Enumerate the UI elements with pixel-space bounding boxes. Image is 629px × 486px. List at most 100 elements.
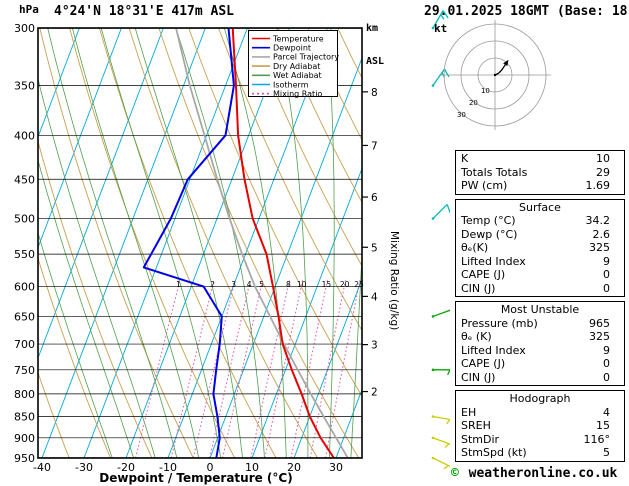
svg-text:450: 450 (14, 173, 35, 186)
svg-text:2: 2 (210, 280, 215, 289)
parcel-trajectory-curve (175, 28, 349, 458)
stat-row: Lifted Index 9 (456, 255, 624, 269)
stats-table-title: Most Unstable (500, 303, 580, 316)
stat-value: 5 (603, 446, 610, 459)
stat-row: CIN (J) 0 (456, 371, 624, 385)
svg-text:5: 5 (259, 280, 264, 289)
stat-value: 2.6 (592, 227, 611, 241)
stat-value: 965 (589, 316, 610, 330)
svg-text:10: 10 (245, 461, 259, 474)
stat-row: θₑ (K) 325 (456, 330, 624, 344)
svg-text:900: 900 (14, 432, 35, 445)
svg-text:15: 15 (322, 280, 332, 289)
svg-text:650: 650 (14, 310, 35, 323)
stat-row: K 10 (456, 152, 624, 166)
run-datetime: 29.01.2025 18GMT (Base: 18) (424, 4, 629, 19)
svg-text:-40: -40 (33, 461, 51, 474)
stat-label: Dewp (°C) (461, 227, 518, 241)
stat-row: CAPE (J) 0 (456, 357, 624, 371)
stat-row: CAPE (J) 0 (456, 268, 624, 282)
hodograph-unit-label: kt (434, 22, 448, 35)
stat-value: 0 (603, 268, 610, 281)
stats-table-title: Surface (519, 200, 561, 214)
stat-row: Dewp (°C) 2.6 (456, 228, 624, 242)
svg-text:3: 3 (231, 280, 236, 289)
svg-text:-20: -20 (117, 461, 135, 474)
stat-label: θₑ (K) (461, 330, 492, 343)
stat-row: SREH 15 (456, 419, 624, 433)
altitude-unit-asl: ASL (366, 56, 385, 67)
stats-table-most-unstable: Most Unstable Pressure (mb) 965 θₑ (K) 325 Li… (455, 301, 625, 386)
svg-text:350: 350 (14, 80, 35, 93)
stat-label: Pressure (mb) (461, 316, 538, 330)
stat-label: SREH (461, 419, 491, 432)
hodograph-arrowhead (503, 59, 509, 67)
stat-value: 9 (603, 254, 610, 268)
svg-text:300: 300 (14, 22, 35, 35)
svg-text:3: 3 (371, 340, 378, 352)
stat-label: CIN (J) (461, 281, 496, 295)
svg-text:6: 6 (371, 192, 378, 204)
stat-row: StmSpd (kt) 5 (456, 446, 624, 460)
svg-text:-10: -10 (159, 461, 177, 474)
svg-text:4: 4 (371, 291, 378, 303)
stats-table-surface: Surface Temp (°C) 34.2 Dewp (°C) 2.6 θₑ(K) 325… (455, 198, 625, 297)
svg-text:25: 25 (354, 280, 364, 289)
svg-text:Parcel Trajectory: Parcel Trajectory (273, 53, 339, 62)
stat-value: 1.69 (585, 179, 611, 192)
stats-table-indices: K 10 Totals Totals 29 PW (cm) 1.69 (455, 150, 625, 195)
svg-text:0: 0 (207, 461, 214, 474)
stat-value: 0 (603, 281, 610, 295)
stat-value: 4 (603, 405, 610, 419)
svg-text:20: 20 (469, 99, 478, 107)
svg-text:20: 20 (340, 280, 350, 289)
copyright-text: weatheronline.co.uk (460, 466, 618, 481)
skewt-chart: 1 2 3 4 5 8 10 15 20 2530035040045050055060065070… (14, 10, 450, 485)
stat-value: 29 (596, 165, 610, 179)
svg-text:4: 4 (247, 280, 252, 289)
stat-value: 34.2 (585, 214, 611, 227)
svg-text:-30: -30 (75, 461, 93, 474)
stat-label: CIN (J) (461, 370, 496, 384)
hodograph-trace (494, 64, 506, 76)
pressure-axis-unit: hPa (19, 3, 39, 16)
stat-label: Totals Totals (461, 165, 528, 179)
altitude-unit-km: km (366, 23, 379, 34)
stat-row: EH 4 (456, 406, 624, 420)
stat-label: CAPE (J) (461, 357, 506, 370)
stat-row: Pressure (mb) 965 (456, 317, 624, 331)
stat-value: 325 (589, 330, 610, 343)
svg-text:Temperature: Temperature (272, 34, 324, 43)
temperature-curve (231, 28, 335, 458)
svg-text:1: 1 (176, 280, 181, 289)
svg-text:Dry Adiabat: Dry Adiabat (273, 62, 320, 71)
stat-label: Temp (°C) (461, 214, 516, 227)
stat-row: PW (cm) 1.69 (456, 179, 624, 193)
plot-border (37, 27, 363, 459)
copyright: © weatheronline.co.uk (451, 466, 617, 481)
stats-table-title: Hodograph (509, 392, 571, 405)
stat-value: 116° (583, 432, 611, 446)
svg-text:500: 500 (14, 213, 35, 226)
svg-text:850: 850 (14, 411, 35, 424)
stat-label: Lifted Index (461, 254, 526, 268)
stat-value: 10 (596, 152, 610, 165)
svg-text:800: 800 (14, 388, 35, 401)
station-title: 4°24'N 18°31'E 417m ASL (54, 4, 235, 19)
svg-text:750: 750 (14, 364, 35, 377)
svg-text:8: 8 (371, 87, 378, 99)
svg-text:2: 2 (371, 387, 378, 399)
stat-label: K (461, 152, 469, 165)
svg-text:30: 30 (457, 111, 466, 119)
svg-text:600: 600 (14, 281, 35, 294)
svg-text:7: 7 (371, 140, 378, 152)
stats-table-hodograph: Hodograph EH 4 SREH 15 StmDir 116° StmSpd (kt) 5 (455, 390, 625, 462)
plot-area (38, 28, 362, 458)
svg-text:400: 400 (14, 129, 35, 142)
svg-text:950: 950 (14, 452, 35, 465)
stats-panel: K 10 Totals Totals 29 PW (cm) 1.69 Surface Temp… (455, 150, 625, 466)
svg-text:Isotherm: Isotherm (273, 80, 309, 89)
altitude-axis-unit: km ASL (366, 1, 390, 89)
